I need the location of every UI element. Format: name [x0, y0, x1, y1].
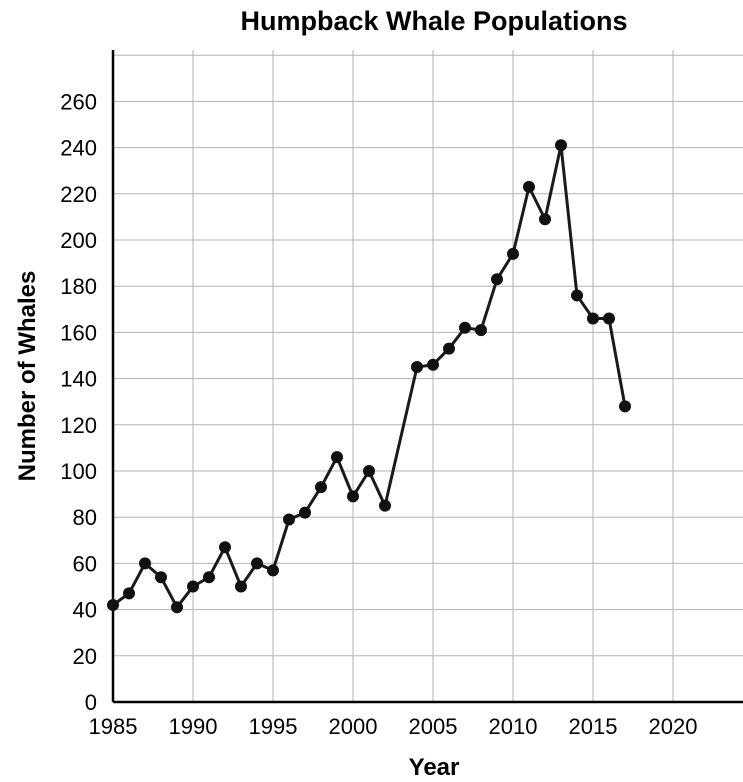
x-tick-label: 2020	[649, 714, 698, 739]
data-point	[523, 180, 535, 193]
data-point	[571, 289, 583, 302]
data-point	[139, 557, 151, 570]
data-point	[187, 580, 199, 593]
y-tick-label: 20	[73, 644, 97, 669]
data-point	[475, 324, 487, 337]
data-point	[443, 342, 455, 355]
data-point	[379, 499, 391, 512]
data-point	[107, 598, 119, 611]
data-point	[411, 361, 423, 374]
data-point	[587, 312, 599, 325]
data-point	[363, 465, 375, 477]
x-tick-label: 2010	[489, 714, 538, 739]
y-axis-label: Number of Whales	[14, 271, 41, 482]
y-tick-label: 160	[60, 320, 97, 345]
axes	[111, 50, 743, 704]
y-tick-label: 260	[60, 89, 97, 114]
data-point	[123, 587, 135, 600]
y-tick-label: 40	[73, 598, 97, 623]
x-tick-label: 1990	[169, 714, 218, 739]
y-tick-label: 80	[73, 505, 97, 530]
y-tick-label: 0	[85, 690, 97, 715]
data-point	[315, 481, 327, 494]
data-point	[267, 564, 279, 577]
y-tick-label: 120	[60, 413, 97, 438]
y-tick-label: 240	[60, 136, 97, 161]
series	[107, 139, 631, 614]
data-point	[619, 400, 631, 413]
y-tick-label: 200	[60, 228, 97, 253]
x-tick-label: 1985	[89, 714, 138, 739]
data-point	[283, 513, 295, 526]
data-point	[219, 541, 231, 554]
data-point	[459, 321, 471, 334]
data-point	[331, 451, 343, 464]
y-tick-label: 220	[60, 182, 97, 207]
x-tick-label: 2005	[409, 714, 458, 739]
data-point	[235, 580, 247, 593]
y-tick-label: 140	[60, 367, 97, 392]
data-point	[507, 247, 519, 260]
y-tick-label: 60	[73, 551, 97, 576]
data-point	[539, 213, 551, 226]
data-point	[251, 557, 263, 570]
y-tick-label: 180	[60, 274, 97, 299]
chart-title: Humpback Whale Populations	[240, 6, 627, 36]
data-point	[491, 273, 503, 286]
data-point	[555, 139, 567, 152]
x-axis-label: Year	[409, 754, 460, 781]
data-point	[299, 506, 311, 519]
grid	[113, 50, 743, 702]
data-point	[603, 312, 615, 325]
data-point	[171, 601, 183, 614]
x-tick-label: 2000	[329, 714, 378, 739]
x-tick-label: 2015	[569, 714, 618, 739]
data-point	[427, 358, 439, 371]
data-point	[155, 571, 167, 584]
tick-labels: 1985 1990 1995 2000 2005 2010 2015 2020 0 20 40 60 8…	[60, 89, 697, 739]
x-tick-label: 1995	[249, 714, 298, 739]
data-point	[347, 490, 359, 503]
data-point	[203, 571, 215, 584]
y-tick-label: 100	[60, 459, 97, 484]
